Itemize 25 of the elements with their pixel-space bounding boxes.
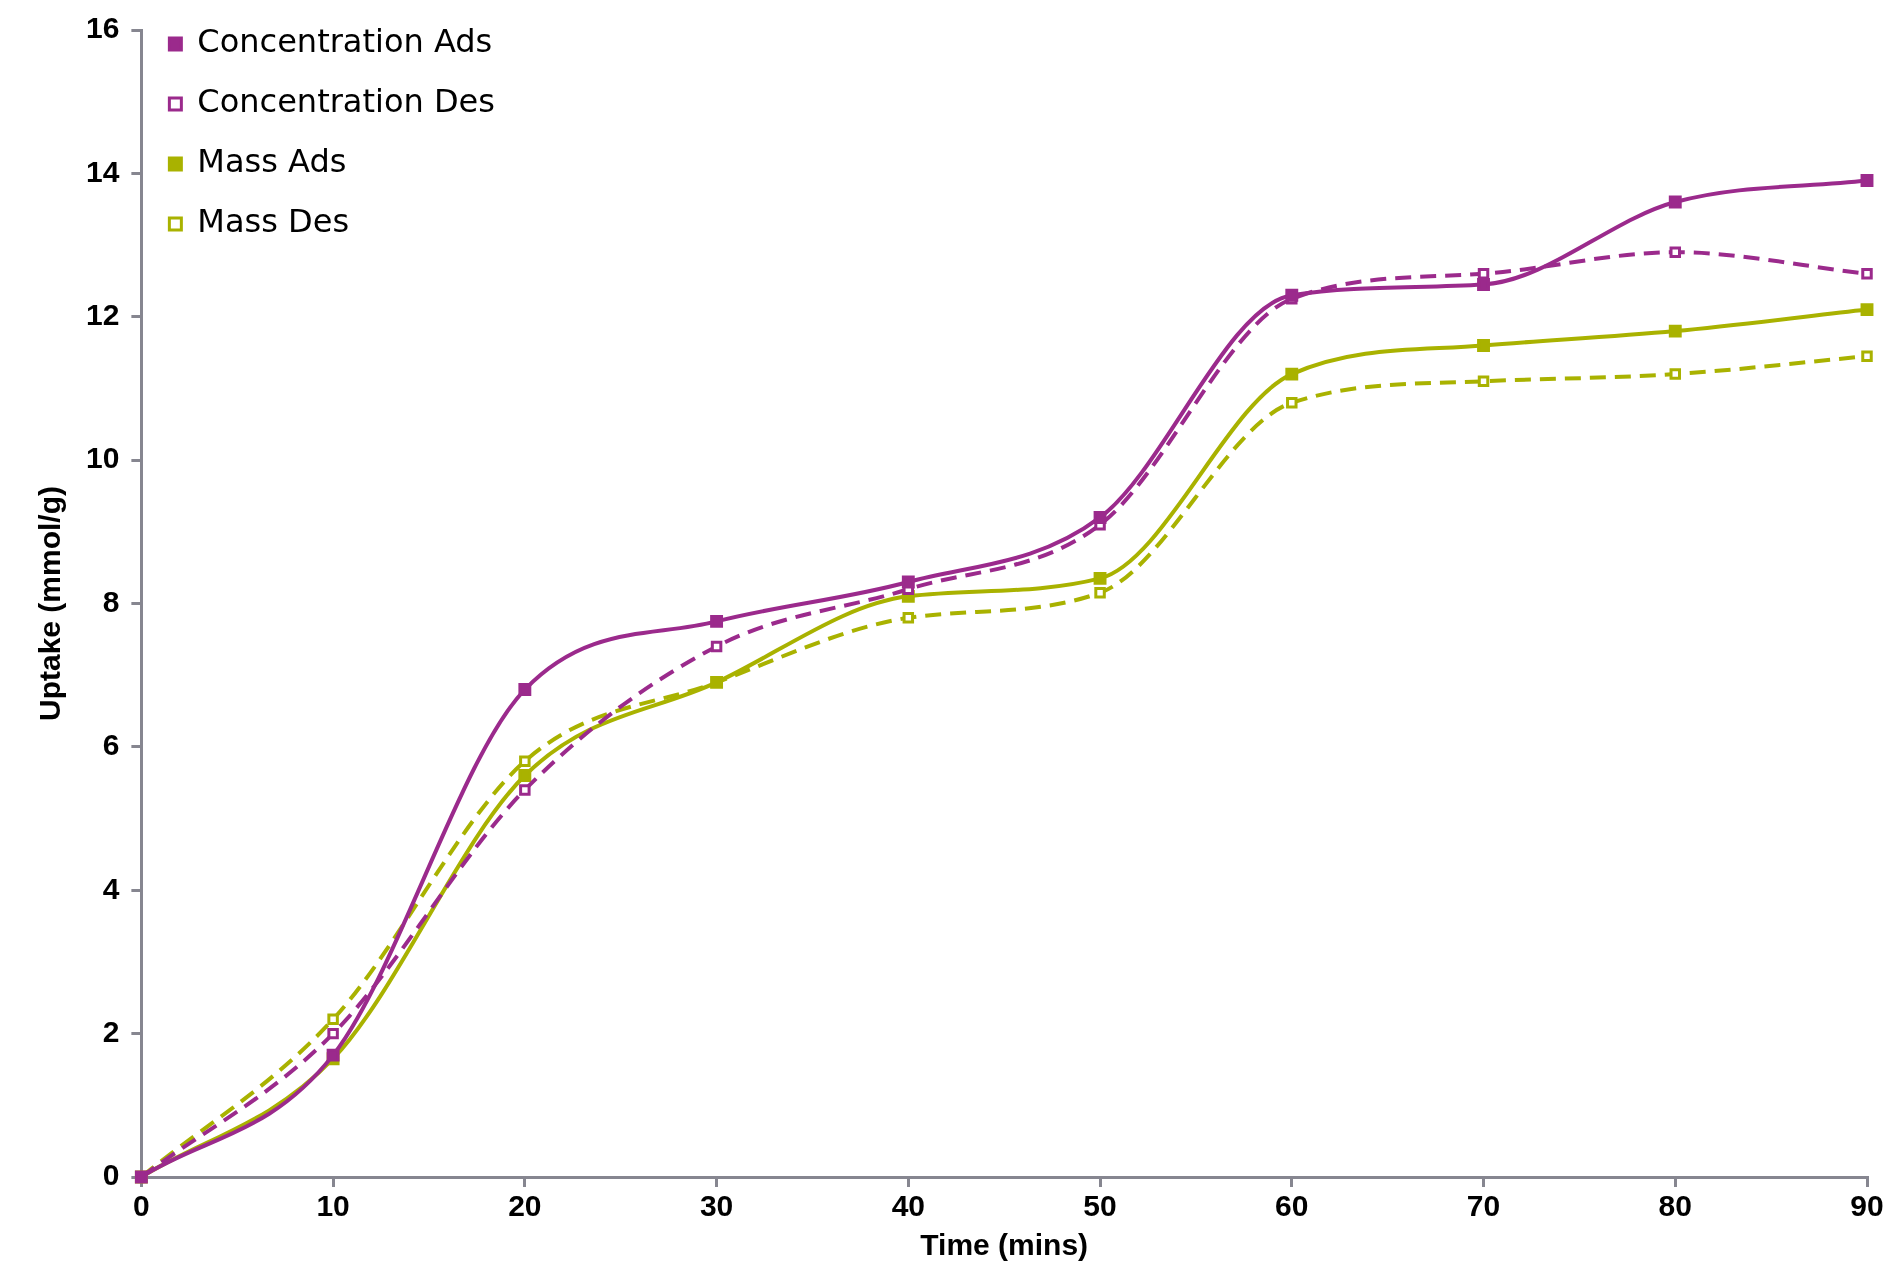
x-tick-label: 90: [1850, 1189, 1884, 1223]
legend-label: Concentration Ads: [197, 22, 493, 61]
x-axis-title: Time (mins): [920, 1228, 1089, 1262]
x-tick-label: 60: [1275, 1189, 1309, 1223]
y-tick-label: 12: [85, 298, 120, 332]
x-tick-label: 50: [1083, 1189, 1117, 1223]
x-tick-label: 40: [891, 1189, 925, 1223]
y-tick-label: 2: [102, 1014, 120, 1048]
y-axis-title: Uptake (mmol/g): [33, 485, 67, 722]
x-tick-label: 70: [1466, 1189, 1501, 1223]
y-tick-label: 8: [102, 584, 120, 618]
y-tick-label: 16: [85, 11, 120, 45]
y-tick-label: 6: [102, 728, 120, 762]
y-tick-label: 14: [85, 154, 120, 188]
legend-label: Concentration Des: [197, 82, 495, 121]
y-tick-label: 0: [102, 1158, 120, 1192]
legend-label: Mass Des: [197, 202, 350, 241]
legend-label: Mass Ads: [197, 142, 347, 181]
x-tick-label: 20: [508, 1189, 542, 1223]
x-tick-label: 10: [316, 1189, 350, 1223]
x-tick-label: 0: [133, 1189, 150, 1223]
y-tick-label: 10: [85, 441, 120, 475]
x-tick-label: 80: [1658, 1189, 1692, 1223]
x-tick-label: 30: [699, 1189, 734, 1223]
y-tick-label: 4: [102, 871, 120, 905]
